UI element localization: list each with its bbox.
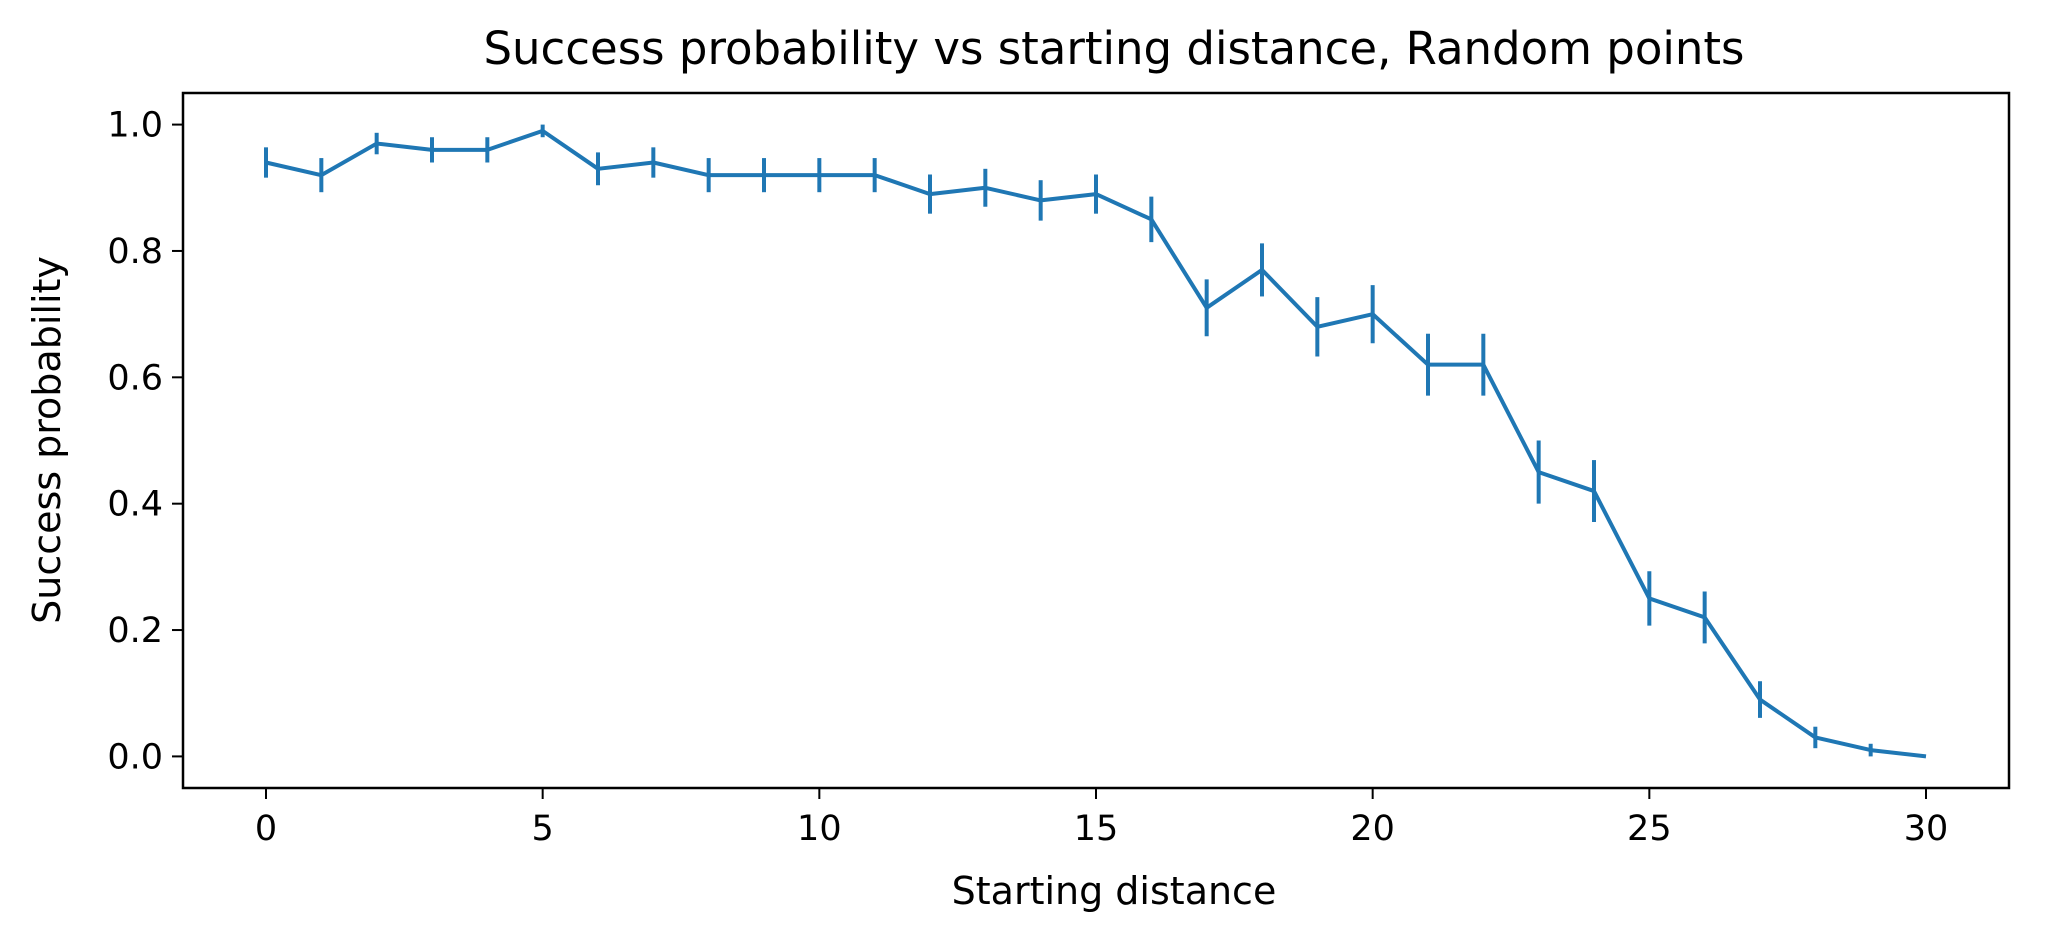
y-axis-label: Success probability [25, 256, 69, 624]
x-tick-label: 15 [1074, 809, 1119, 849]
x-axis-label: Starting distance [952, 869, 1277, 913]
y-tick-label: 0.2 [107, 611, 163, 651]
x-tick-label: 0 [255, 809, 277, 849]
x-tick-label: 25 [1627, 809, 1672, 849]
x-axis: 0 5 10 15 20 25 30 [255, 788, 1948, 849]
series-line [265, 128, 1927, 759]
chart-title: Success probability vs starting distance… [483, 22, 1744, 75]
x-tick-label: 5 [532, 809, 554, 849]
x-tick-label: 20 [1350, 809, 1395, 849]
y-tick-label: 1.0 [107, 106, 163, 146]
y-tick-label: 0.8 [107, 232, 163, 272]
plot-area [264, 124, 1927, 759]
x-tick-label: 10 [797, 809, 842, 849]
y-axis: 0.0 0.2 0.4 0.6 0.8 1.0 [107, 106, 183, 777]
y-tick-label: 0.0 [107, 737, 163, 777]
y-tick-label: 0.6 [107, 358, 163, 398]
y-tick-label: 0.4 [107, 485, 163, 525]
x-tick-label: 30 [1904, 809, 1949, 849]
